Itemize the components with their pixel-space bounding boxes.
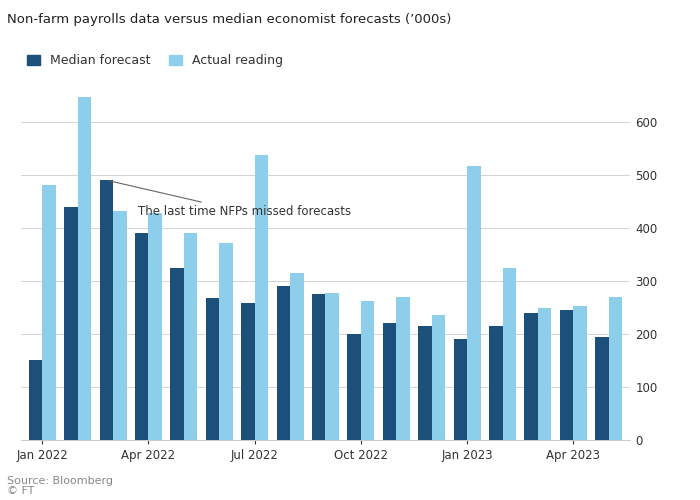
Bar <box>290 273 304 440</box>
Bar <box>42 186 56 440</box>
Bar <box>489 326 503 440</box>
Bar <box>503 268 516 440</box>
Bar <box>326 292 339 440</box>
Text: © FT: © FT <box>7 486 34 496</box>
Bar <box>255 155 268 440</box>
Bar <box>276 286 290 440</box>
Bar <box>219 242 232 440</box>
Bar <box>64 206 78 440</box>
Bar <box>609 297 622 440</box>
Bar <box>419 326 432 440</box>
Bar <box>595 336 609 440</box>
Bar <box>396 297 410 440</box>
Bar <box>524 312 538 440</box>
Bar <box>135 233 148 440</box>
Bar <box>170 268 184 440</box>
Text: Source: Bloomberg: Source: Bloomberg <box>7 476 113 486</box>
Bar <box>241 303 255 440</box>
Bar <box>467 166 481 440</box>
Bar <box>148 213 162 440</box>
Bar <box>206 298 219 440</box>
Bar <box>78 97 91 440</box>
Bar <box>383 324 396 440</box>
Bar <box>347 334 361 440</box>
Text: The last time NFPs missed forecasts: The last time NFPs missed forecasts <box>109 181 351 218</box>
Bar <box>560 310 573 440</box>
Bar <box>538 308 552 440</box>
Text: Non-farm payrolls data versus median economist forecasts (’000s): Non-farm payrolls data versus median eco… <box>7 12 452 26</box>
Bar <box>432 316 445 440</box>
Bar <box>113 212 127 440</box>
Bar <box>312 294 326 440</box>
Bar <box>361 300 374 440</box>
Bar <box>99 180 113 440</box>
Bar <box>454 339 467 440</box>
Legend: Median forecast, Actual reading: Median forecast, Actual reading <box>27 54 283 67</box>
Bar <box>573 306 587 440</box>
Bar <box>29 360 42 440</box>
Bar <box>184 233 197 440</box>
